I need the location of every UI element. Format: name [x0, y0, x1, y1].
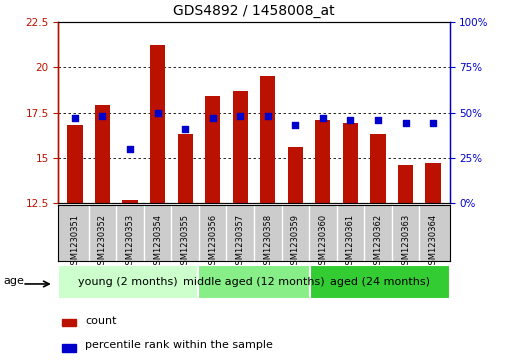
- Bar: [370, 134, 386, 203]
- Text: GSM1230352: GSM1230352: [98, 213, 107, 270]
- Bar: [95, 105, 110, 203]
- Bar: [310, 265, 450, 299]
- Bar: [62, 319, 76, 326]
- Text: GSM1230351: GSM1230351: [71, 213, 79, 270]
- Bar: [233, 91, 248, 203]
- Bar: [178, 134, 193, 203]
- Text: aged (24 months): aged (24 months): [330, 277, 430, 287]
- Bar: [68, 125, 82, 203]
- Point: [236, 113, 244, 119]
- Point: [181, 126, 189, 132]
- Bar: [62, 344, 76, 352]
- Text: GSM1230360: GSM1230360: [319, 213, 327, 270]
- Bar: [58, 265, 198, 299]
- Bar: [343, 123, 358, 203]
- Text: middle aged (12 months): middle aged (12 months): [183, 277, 325, 287]
- Text: GSM1230361: GSM1230361: [346, 213, 355, 270]
- Point: [319, 115, 327, 121]
- Title: GDS4892 / 1458008_at: GDS4892 / 1458008_at: [173, 4, 335, 18]
- Bar: [398, 165, 413, 203]
- Text: GSM1230362: GSM1230362: [373, 213, 383, 270]
- Text: GSM1230357: GSM1230357: [236, 213, 245, 270]
- Point: [99, 113, 107, 119]
- Text: GSM1230364: GSM1230364: [429, 213, 437, 270]
- Bar: [150, 45, 165, 203]
- Bar: [288, 147, 303, 203]
- Text: GSM1230359: GSM1230359: [291, 213, 300, 270]
- Text: percentile rank within the sample: percentile rank within the sample: [85, 340, 273, 350]
- Point: [126, 146, 134, 152]
- Text: GSM1230355: GSM1230355: [181, 213, 189, 270]
- Text: GSM1230353: GSM1230353: [125, 213, 135, 270]
- Point: [153, 110, 162, 115]
- Point: [71, 115, 79, 121]
- Bar: [205, 96, 220, 203]
- Point: [209, 115, 217, 121]
- Bar: [426, 163, 440, 203]
- Bar: [315, 120, 330, 203]
- Text: count: count: [85, 316, 117, 326]
- Bar: [198, 265, 310, 299]
- Point: [264, 113, 272, 119]
- Point: [401, 121, 409, 126]
- Text: GSM1230363: GSM1230363: [401, 213, 410, 270]
- Text: GSM1230354: GSM1230354: [153, 213, 162, 270]
- Text: age: age: [3, 276, 24, 286]
- Point: [429, 121, 437, 126]
- Bar: [122, 200, 138, 203]
- Point: [374, 117, 382, 123]
- Point: [346, 117, 355, 123]
- Bar: [260, 76, 275, 203]
- Text: young (2 months): young (2 months): [78, 277, 178, 287]
- Text: GSM1230356: GSM1230356: [208, 213, 217, 270]
- Point: [291, 122, 299, 128]
- Text: GSM1230358: GSM1230358: [263, 213, 272, 270]
